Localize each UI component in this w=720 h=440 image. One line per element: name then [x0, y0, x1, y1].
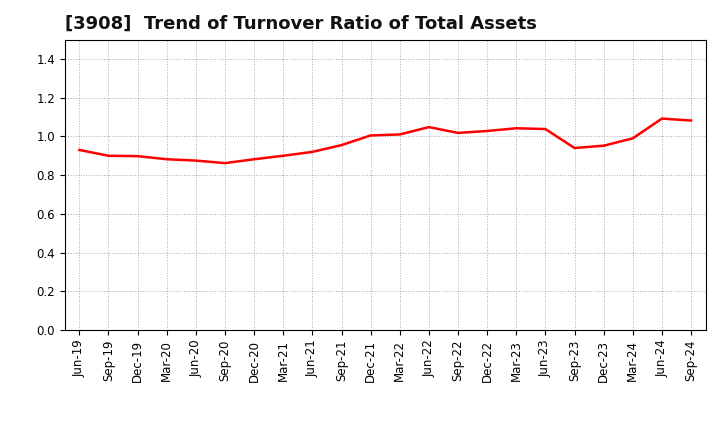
- Text: [3908]  Trend of Turnover Ratio of Total Assets: [3908] Trend of Turnover Ratio of Total …: [65, 15, 536, 33]
